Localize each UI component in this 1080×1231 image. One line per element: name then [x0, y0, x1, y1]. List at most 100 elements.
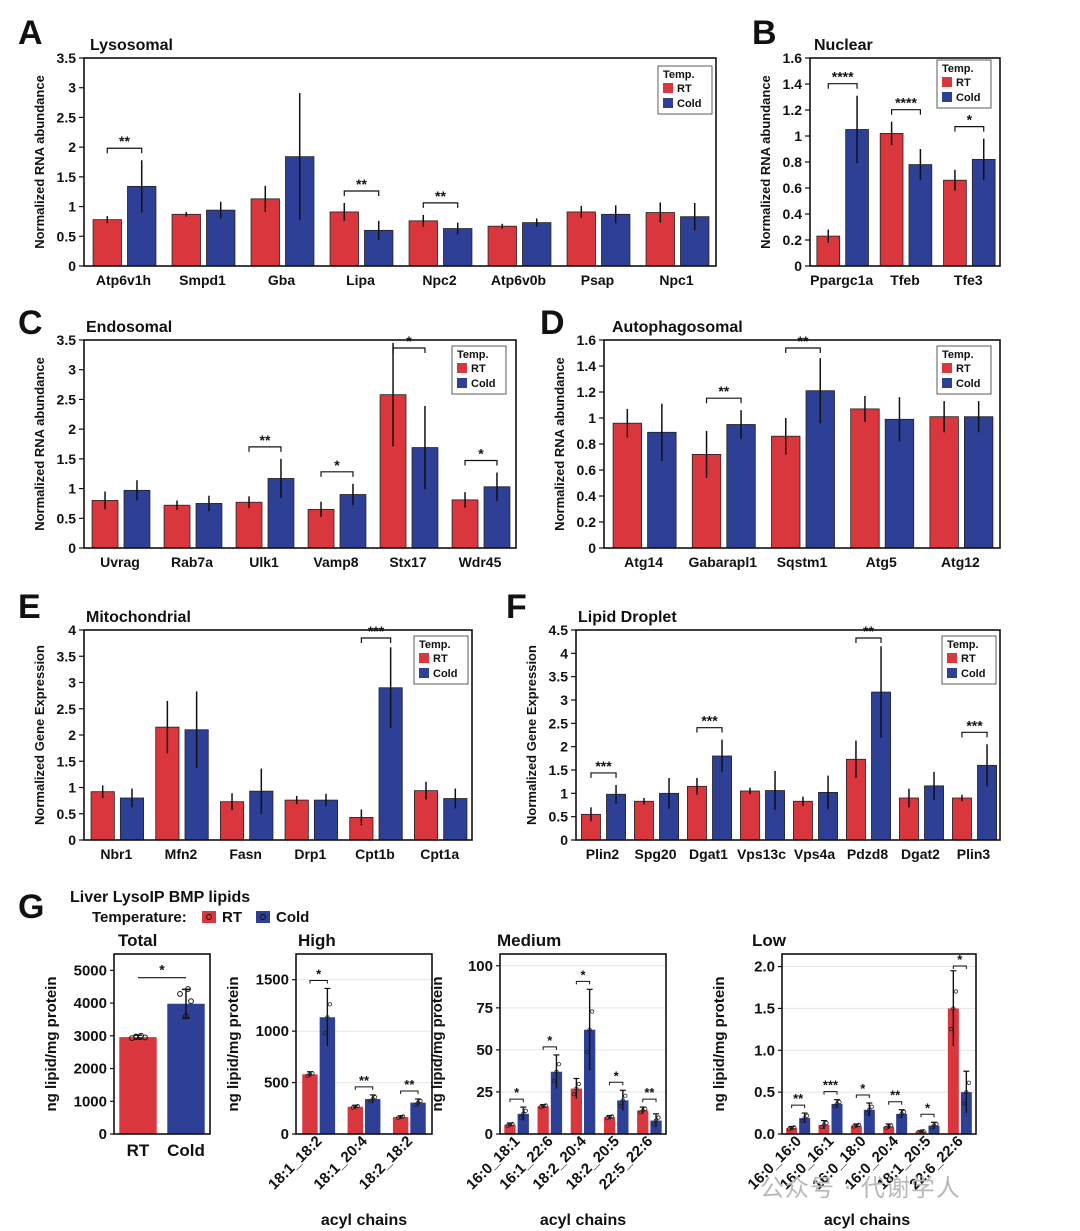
data-point-G-High-18:1_20:4-Cold	[373, 1095, 378, 1100]
legend-dot-cold-G	[260, 914, 266, 920]
legend-swatch-cold-G	[256, 911, 270, 923]
x-tick-label-A: Npc1	[659, 272, 693, 288]
legend-label-cold-G: Cold	[276, 909, 309, 926]
y-axis-label-G-Low: ng lipid/mg protein	[711, 977, 728, 1112]
legend-title-F: Temp.	[947, 639, 979, 651]
bar-G-Medium-16:0_18:1-Cold	[517, 1113, 529, 1134]
panel-title-G: Liver LysoIP BMP lipids	[70, 889, 250, 906]
significance-label-G-Low: **	[890, 1088, 901, 1103]
panel-letter-G: G	[18, 888, 44, 926]
significance-label-G-High: **	[404, 1077, 415, 1092]
data-point-G-High-18:1_18:2-RT	[310, 1071, 315, 1076]
bar-G-High-18:1_18:2-RT	[302, 1074, 318, 1134]
bar-C-Wdr45-RT	[451, 499, 479, 549]
panel-letter-B: B	[752, 14, 777, 52]
data-point-G-Medium-18:2_20:4-RT	[571, 1092, 576, 1097]
data-point-G-Low-16:0_16:0-RT	[787, 1126, 792, 1132]
y-tick-label-F: 3	[560, 692, 568, 708]
y-tick-label-E: 0	[68, 832, 76, 848]
x-tick-label-A: Smpd1	[179, 272, 226, 288]
data-point-G-Medium-16:1_22:6-Cold	[551, 1078, 557, 1084]
y-tick-label-G-High: 1000	[256, 1023, 289, 1040]
x-tick-label-A: Atp6v1h	[96, 272, 151, 288]
data-point-G-Low-16:0_16:0-Cold	[800, 1118, 805, 1123]
bar-G-High-18:2_18:2-Cold	[410, 1102, 426, 1134]
legend-swatch-rt-D	[942, 363, 952, 373]
y-tick-label-B: 0	[794, 258, 802, 274]
bar-G-Medium-16:1_22:6-RT	[537, 1106, 549, 1134]
bar-G-Medium-18:2_20:4-RT	[570, 1088, 582, 1134]
data-point-G-Total-RT	[142, 1034, 148, 1041]
data-point-G-Medium-16:1_22:6-RT	[543, 1103, 548, 1108]
significance-bracket-C	[320, 471, 354, 477]
data-point-G-Medium-16:1_22:6-RT	[538, 1105, 543, 1110]
legend-label-rt-D: RT	[956, 363, 971, 375]
significance-label-G-Medium: *	[547, 1033, 553, 1048]
data-point-G-Medium-18:2_20:4-Cold	[587, 1027, 592, 1032]
y-tick-label-C: 0	[68, 540, 76, 556]
y-tick-label-C: 2.5	[57, 391, 77, 407]
y-tick-label-D: 1.2	[577, 384, 597, 400]
significance-label-C: *	[406, 333, 412, 349]
significance-label-C: *	[478, 446, 484, 462]
y-tick-label-G-Medium: 100	[468, 958, 493, 975]
data-point-G-Low-16:0_20:4-Cold	[902, 1109, 907, 1115]
legend-swatch-rt-B	[942, 77, 952, 87]
legend-swatch-cold-D	[942, 378, 952, 388]
bar-E-Drp1-RT	[284, 799, 309, 841]
bar-G-Medium-18:2_20:5-Cold	[617, 1100, 629, 1134]
significance-bracket-F	[855, 637, 882, 643]
data-point-G-Low-22:6_22:6-RT	[953, 989, 958, 994]
bar-G-Total-RT	[119, 1037, 157, 1134]
significance-bracket-B	[954, 126, 985, 132]
subpanel-title-G-Low: Low	[752, 931, 787, 950]
plot-frame-B	[809, 57, 1001, 267]
y-tick-label-G-High: 500	[264, 1075, 289, 1092]
significance-label-F: **	[863, 623, 874, 639]
x-tick-label-D: Atg14	[624, 554, 663, 570]
y-tick-label-A: 3	[68, 80, 76, 96]
y-tick-label-G-High: 1500	[256, 972, 289, 989]
panel-C: C Endosomal Normalized RNA abundance 0 0.5 1 1…	[18, 304, 517, 570]
bar-F-Plin3-RT	[952, 797, 972, 841]
y-tick-label-G-Low: 0.5	[754, 1084, 775, 1101]
significance-bracket-G-Low	[920, 1113, 935, 1118]
significance-bracket-G-Medium	[509, 1098, 524, 1103]
y-tick-label-B: 1.4	[783, 76, 803, 92]
legend-swatch-cold-C	[457, 378, 467, 388]
data-point-G-Low-18:1_20:5-RT	[918, 1129, 924, 1134]
y-tick-label-G-Total: 0	[99, 1126, 107, 1143]
legend-swatch-rt-C	[457, 363, 467, 373]
data-point-G-Total-Cold	[177, 991, 183, 997]
y-axis-label-A: Normalized RNA abundance	[32, 75, 47, 249]
x-tick-label-D: Gabarapl1	[689, 554, 758, 570]
y-tick-label-C: 2	[68, 421, 76, 437]
y-axis-label-E: Normalized Gene Expression	[32, 645, 47, 825]
plot-frame-E	[83, 629, 473, 841]
y-tick-label-F: 4.5	[549, 622, 569, 638]
significance-label-G-Low: *	[925, 1100, 931, 1115]
y-tick-label-E: 4	[68, 622, 76, 638]
significance-bracket-G-Low	[888, 1101, 903, 1105]
data-point-G-Low-16:0_16:1-RT	[824, 1120, 829, 1126]
y-tick-label-C: 1	[68, 481, 76, 497]
panel-title-D: Autophagosomal	[612, 319, 743, 336]
y-tick-label-D: 1.4	[577, 358, 597, 374]
y-axis-label-C: Normalized RNA abundance	[32, 357, 47, 531]
legend-swatch-cold-F	[947, 668, 957, 678]
data-point-G-Medium-16:0_18:1-Cold	[521, 1111, 526, 1116]
significance-bracket-C	[464, 459, 498, 466]
bar-G-Medium-18:2_20:5-RT	[603, 1117, 616, 1134]
y-tick-label-F: 4	[560, 645, 568, 661]
x-tick-label-C: Rab7a	[171, 554, 213, 570]
data-point-G-Low-16:0_16:1-Cold	[832, 1104, 837, 1109]
significance-label-A: **	[356, 176, 367, 192]
bar-D-Gabarapl1-Cold	[726, 424, 756, 549]
data-point-G-Medium-22:5_22:6-Cold	[656, 1115, 661, 1120]
bar-A-Atp6v0b-Cold	[522, 222, 552, 267]
data-point-G-Medium-18:2_20:5-RT	[607, 1115, 612, 1120]
subpanel-title-G-Total: Total	[118, 931, 157, 950]
data-point-G-Medium-22:5_22:6-RT	[643, 1106, 648, 1112]
data-point-G-High-18:1_18:2-Cold	[327, 1002, 332, 1007]
bar-D-Atg14-RT	[612, 422, 643, 549]
